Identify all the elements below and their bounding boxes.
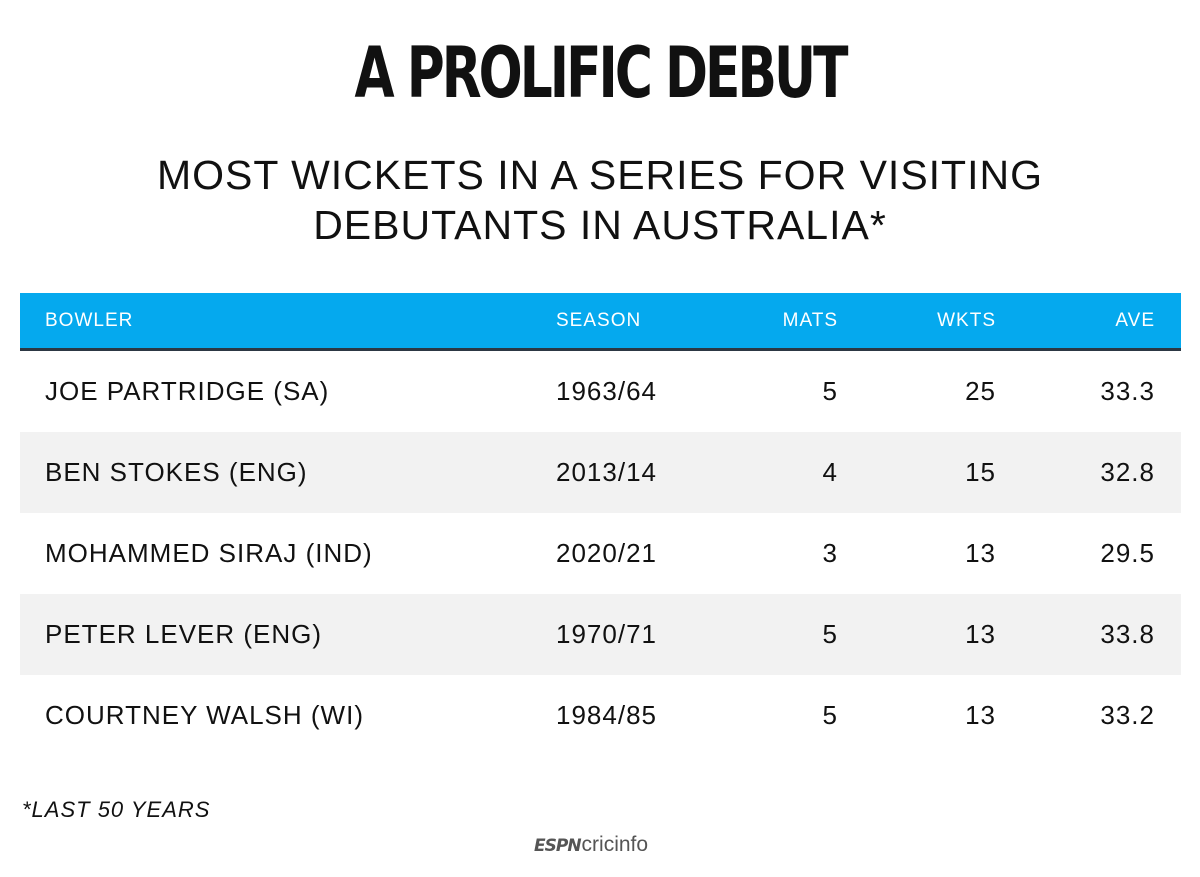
cell-ave: 32.8	[1100, 457, 1155, 487]
cell-season: 2020/21	[556, 538, 657, 568]
cell-ave: 33.2	[1100, 700, 1155, 730]
header-season: SEASON	[556, 309, 642, 331]
cell-bowler: BEN STOKES (ENG)	[45, 457, 308, 487]
espncricinfo-logo: ESPN cricinfo	[534, 833, 648, 857]
cell-season: 1963/64	[556, 376, 657, 406]
cell-mats: 4	[822, 457, 838, 487]
table-row: MOHAMMED SIRAJ (IND) 2020/21 3 13 29.5	[20, 513, 1181, 594]
cell-ave: 33.8	[1100, 619, 1155, 649]
chart-title: A PROLIFIC DEBUT	[354, 32, 849, 114]
table-header: BOWLER SEASON MATS WKTS AVE	[20, 293, 1181, 351]
cell-mats: 3	[822, 538, 838, 568]
cell-season: 1970/71	[556, 619, 657, 649]
header-wkts: WKTS	[937, 309, 996, 331]
header-bowler: BOWLER	[45, 309, 134, 331]
logo-cricinfo-text: cricinfo	[581, 833, 649, 856]
table-row: BEN STOKES (ENG) 2013/14 4 15 32.8	[20, 432, 1181, 513]
cell-mats: 5	[822, 619, 838, 649]
cell-wkts: 15	[965, 457, 996, 487]
table-row: PETER LEVER (ENG) 1970/71 5 13 33.8	[20, 594, 1181, 675]
cell-bowler: COURTNEY WALSH (WI)	[45, 700, 364, 730]
cell-ave: 33.3	[1100, 376, 1155, 406]
stats-table: BOWLER SEASON MATS WKTS AVE JOE PARTRIDG…	[20, 293, 1181, 756]
cell-mats: 5	[822, 700, 838, 730]
header-ave: AVE	[1115, 309, 1155, 331]
subtitle-line-1: MOST WICKETS IN A SERIES FOR VISITING	[157, 152, 1043, 198]
cell-bowler: JOE PARTRIDGE (SA)	[45, 376, 330, 406]
cell-wkts: 25	[965, 376, 996, 406]
footnote: *LAST 50 YEARS	[22, 797, 211, 822]
cell-bowler: PETER LEVER (ENG)	[45, 619, 323, 649]
cell-mats: 5	[822, 376, 838, 406]
cell-wkts: 13	[965, 700, 996, 730]
cell-wkts: 13	[965, 619, 996, 649]
subtitle-line-2: DEBUTANTS IN AUSTRALIA*	[313, 202, 887, 248]
cell-season: 1984/85	[556, 700, 657, 730]
cell-ave: 29.5	[1100, 538, 1155, 568]
header-mats: MATS	[782, 309, 838, 331]
cell-bowler: MOHAMMED SIRAJ (IND)	[45, 538, 373, 568]
cell-wkts: 13	[965, 538, 996, 568]
logo-espn-text: ESPN	[534, 836, 582, 856]
chart-subtitle: MOST WICKETS IN A SERIES FOR VISITING DE…	[0, 150, 1200, 250]
table-row: COURTNEY WALSH (WI) 1984/85 5 13 33.2	[20, 675, 1181, 756]
cell-season: 2013/14	[556, 457, 657, 487]
table-row: JOE PARTRIDGE (SA) 1963/64 5 25 33.3	[20, 351, 1181, 432]
